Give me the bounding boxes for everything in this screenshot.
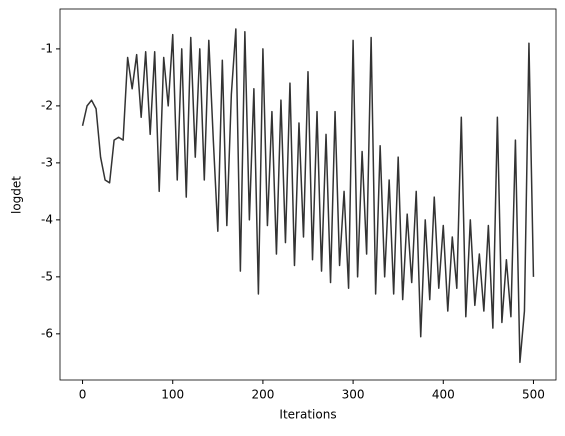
y-tick-label: -2 — [41, 98, 53, 112]
plot-frame — [59, 8, 557, 381]
x-tick-label: 400 — [432, 388, 455, 402]
y-tick-label: -6 — [41, 326, 53, 340]
x-axis-label: Iterations — [279, 408, 336, 422]
x-tick-label: 300 — [342, 388, 365, 402]
data-line — [81, 28, 535, 364]
x-tick-label: 0 — [79, 388, 87, 402]
y-axis-label: logdet — [10, 176, 24, 214]
y-tick-label: -3 — [41, 155, 53, 169]
y-tick-label: -1 — [41, 41, 53, 55]
x-tick-label: 500 — [522, 388, 545, 402]
x-tick-label: 200 — [251, 388, 274, 402]
y-tick-label: -5 — [41, 269, 53, 283]
x-tick-label: 100 — [161, 388, 184, 402]
y-tick-label: -4 — [41, 212, 53, 226]
